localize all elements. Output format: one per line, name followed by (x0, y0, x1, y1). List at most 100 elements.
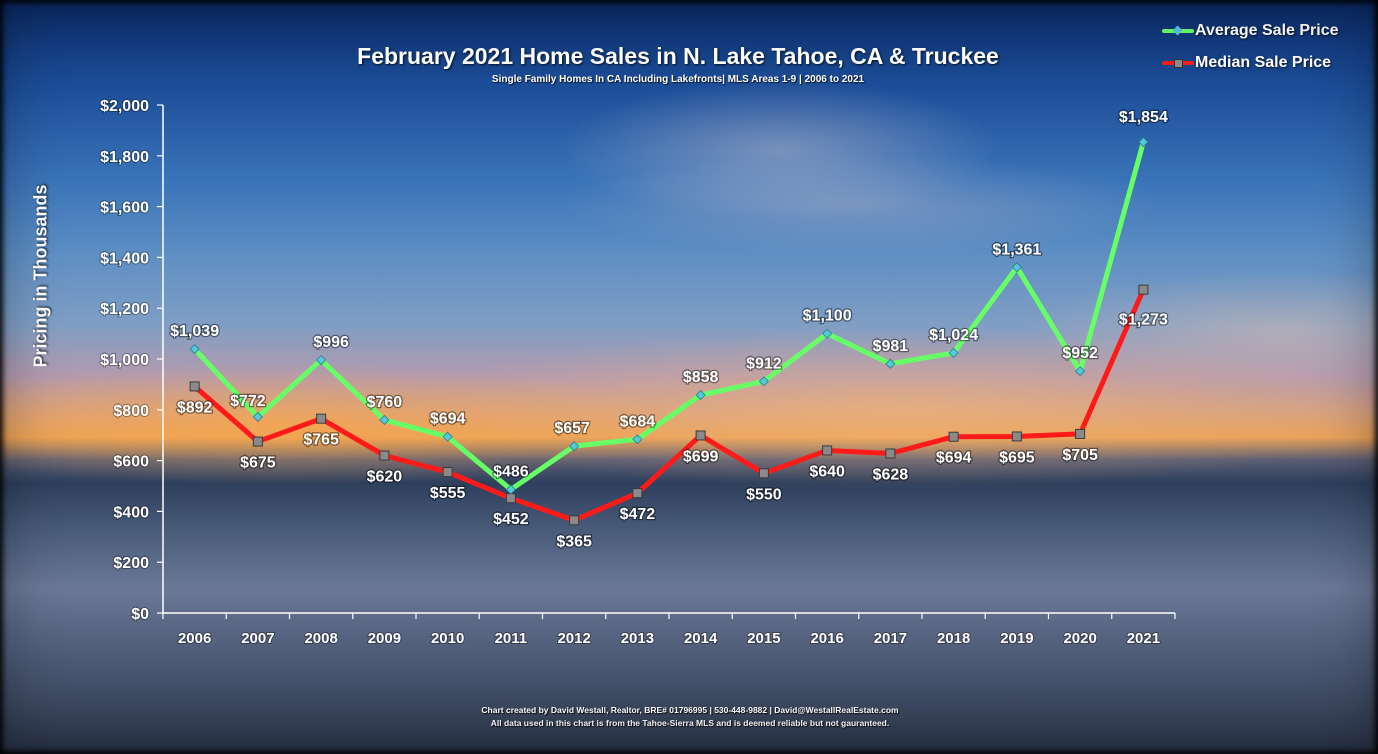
x-tick-label: 2020 (1063, 630, 1096, 647)
average-point (379, 414, 390, 426)
average-point (1138, 137, 1149, 148)
median-data-label: $472 (620, 506, 656, 523)
median-point (1138, 284, 1149, 295)
average-point (632, 434, 643, 445)
median-data-label: $705 (1062, 447, 1098, 464)
average-point (695, 390, 706, 401)
average-data-label: $1,100 (803, 308, 852, 325)
median-point (1011, 431, 1022, 442)
average-data-label: $1,039 (170, 323, 219, 340)
median-point (632, 488, 643, 499)
x-tick-label: 2009 (368, 630, 401, 647)
x-tick-label: 2013 (621, 630, 654, 647)
y-tick-label: $2,000 (100, 98, 149, 115)
y-tick-label: $200 (113, 555, 149, 572)
median-data-label: $555 (430, 485, 466, 502)
median-data-label: $765 (303, 432, 339, 449)
average-point (252, 411, 263, 422)
average-point (948, 347, 959, 358)
median-data-label: $365 (556, 533, 592, 550)
average-data-label: $1,854 (1119, 109, 1168, 126)
x-tick-label: 2007 (241, 630, 274, 647)
average-data-label: $486 (493, 464, 529, 481)
median-point (758, 468, 769, 479)
x-tick-label: 2015 (747, 630, 780, 647)
median-point (822, 445, 833, 456)
x-tick-label: 2011 (495, 630, 528, 647)
x-tick-label: 2008 (304, 630, 337, 647)
y-tick-label: $1,400 (100, 250, 149, 267)
footer-credit: Chart created by David Westall, Realtor,… (481, 705, 899, 715)
median-point (442, 467, 453, 478)
x-tick-label: 2006 (178, 630, 211, 647)
legend-label-average: Average Sale Price (1195, 22, 1339, 39)
x-tick-label: 2017 (874, 630, 907, 647)
median-data-label: $892 (177, 399, 213, 416)
median-data-label: $675 (240, 455, 276, 472)
x-tick-label: 2016 (810, 630, 843, 647)
median-point (695, 430, 706, 441)
average-data-label: $694 (430, 411, 466, 428)
y-tick-label: $1,800 (100, 149, 149, 166)
median-data-label: $550 (746, 486, 782, 503)
chart-data-labels: $1,039 $772 $996 $760 $694 $486 $657 $684 $858 $9… (169, 108, 1169, 552)
average-data-label: $657 (554, 420, 590, 437)
x-tick-label: 2018 (937, 630, 970, 647)
median-price-line (192, 287, 1146, 523)
average-data-label: $684 (620, 413, 656, 430)
chart-subtitle: Single Family Homes In CA Including Lake… (491, 74, 865, 85)
average-point (442, 431, 453, 442)
average-point (1075, 366, 1086, 377)
average-data-label: $912 (746, 355, 782, 372)
average-data-label: $981 (873, 338, 909, 355)
median-point (885, 448, 896, 459)
median-data-label: $1,273 (1119, 312, 1168, 329)
average-data-label: $996 (313, 334, 349, 351)
average-point (1011, 262, 1022, 273)
median-point (1075, 428, 1086, 439)
median-data-label: $695 (999, 449, 1035, 466)
y-tick-label: $1,600 (100, 200, 149, 217)
average-point (316, 354, 327, 366)
x-tick-label: 2019 (1000, 630, 1033, 647)
average-point (505, 484, 516, 495)
chart-title: February 2021 Home Sales in N. Lake Taho… (357, 43, 999, 69)
median-point (379, 450, 390, 461)
average-point (189, 344, 200, 355)
x-tick-label: 2012 (557, 630, 590, 647)
average-point (885, 358, 896, 369)
average-data-label: $952 (1062, 345, 1098, 362)
median-data-label: $640 (809, 463, 845, 480)
median-data-label: $694 (936, 450, 972, 467)
median-point (569, 515, 580, 526)
x-tick-label: 2010 (431, 630, 464, 647)
average-data-label: $858 (683, 369, 719, 386)
average-point (758, 376, 769, 387)
y-tick-label: $600 (113, 454, 149, 471)
median-point (252, 436, 263, 447)
median-data-label: $620 (367, 469, 403, 486)
y-tick-label: $1,200 (100, 301, 149, 318)
x-tick-label: 2014 (684, 630, 718, 647)
y-tick-label: $400 (113, 504, 149, 521)
average-point (569, 441, 580, 452)
legend-marker-median (1174, 59, 1183, 68)
median-data-label: $452 (493, 511, 529, 528)
average-data-label: $1,024 (929, 327, 978, 344)
footer-disclaimer: All data used in this chart is from the … (490, 718, 890, 728)
average-data-label: $772 (230, 393, 266, 410)
legend-label-median: Median Sale Price (1195, 54, 1332, 71)
average-price-line (192, 139, 1146, 493)
x-tick-label: 2021 (1127, 630, 1160, 647)
median-data-label: $628 (873, 466, 909, 483)
y-tick-label: $800 (113, 403, 149, 420)
y-tick-label: $0 (131, 606, 149, 623)
average-point (822, 328, 833, 339)
average-data-label: $1,361 (992, 241, 1041, 258)
median-point (189, 381, 200, 392)
chart-axes: $0 $200 $400 $600 $800 $1,000 $1,200 $1,400 $1,6… (99, 97, 1176, 648)
chart-series (189, 137, 1149, 526)
